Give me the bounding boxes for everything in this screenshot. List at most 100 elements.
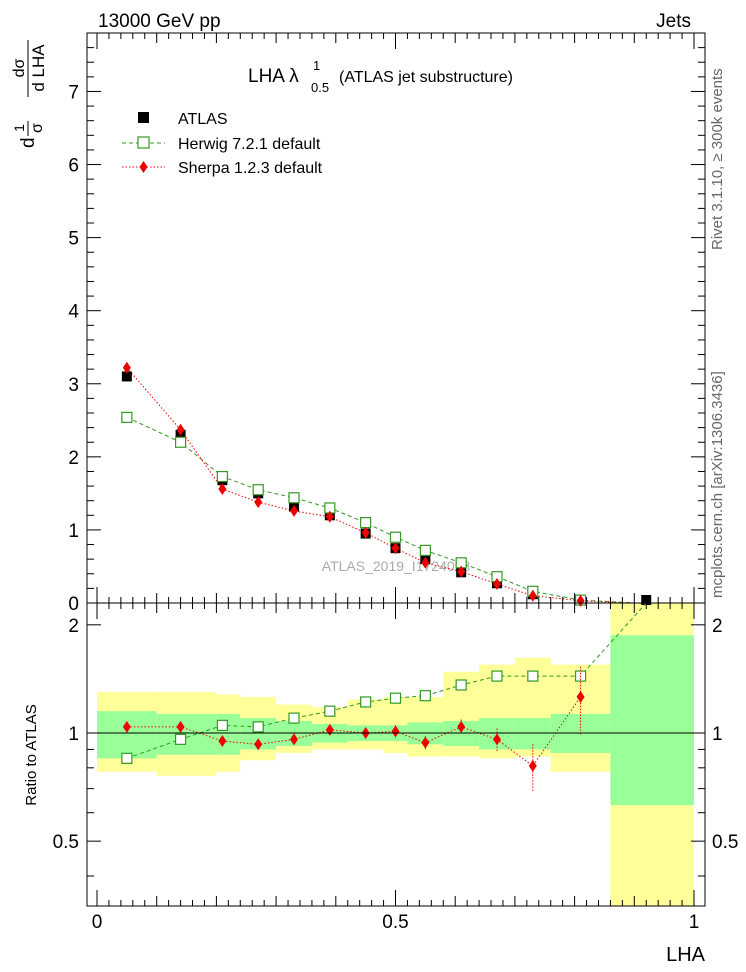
- top-y-tick-label: 6: [68, 156, 79, 177]
- sherpa-point: [576, 594, 585, 607]
- herwig-point: [216, 470, 228, 483]
- top-y-tick-label: 7: [68, 82, 79, 103]
- herwig-ratio-point: [252, 721, 264, 733]
- sherpa-point: [421, 556, 430, 569]
- band-inner-0: [97, 711, 157, 759]
- ratio-y-tick-label-left: 1: [68, 724, 79, 745]
- herwig-ratio-point: [389, 692, 402, 704]
- ylabel-d-prefix: d: [18, 137, 39, 148]
- band-inner-11: [514, 718, 551, 750]
- plot-title: LHA λ 1 0.5 (ATLAS jet substructure): [248, 58, 513, 95]
- top-ylabel: d 1 σ dσ d LHA: [11, 40, 48, 148]
- sherpa-ratio-point: [528, 759, 537, 772]
- ratio-y-tick-label-left: 0.5: [53, 832, 79, 853]
- ratio-ylabel: Ratio to ATLAS: [23, 704, 40, 805]
- band-outer-7: [383, 696, 408, 753]
- top-y-tick-label: 4: [68, 302, 79, 323]
- ratio-panel-series: [121, 602, 647, 791]
- legend-sherpa-marker: [139, 161, 148, 173]
- herwig-ratio-point: [360, 696, 372, 708]
- ratio-y-tick-label-right: 2: [712, 616, 723, 637]
- herwig-ratio-point: [216, 719, 228, 731]
- title-subscript: 0.5: [311, 80, 329, 95]
- ratio-y-tick-label-right: 0.5: [712, 832, 738, 853]
- x-tick-label: 1: [689, 912, 700, 933]
- sherpa-ratio-point: [492, 733, 501, 746]
- herwig-point: [419, 544, 431, 556]
- top-y-tick-label: 2: [68, 448, 79, 469]
- header-energy: 13000 GeV pp: [98, 11, 221, 32]
- ylabel-frac-den: σ: [29, 123, 46, 133]
- atlas-point: [121, 371, 132, 382]
- ratio-y-tick-label-right: 1: [712, 724, 723, 745]
- sherpa-ratio-point: [576, 690, 585, 703]
- legend-sherpa-label: Sherpa 1.2.3 default: [178, 160, 323, 177]
- herwig-point: [121, 411, 133, 423]
- herwig-ratio-point: [121, 752, 133, 764]
- x-tick-label: 0: [92, 912, 103, 933]
- sherpa-point: [290, 504, 299, 517]
- herwig-ratio-point: [288, 712, 300, 724]
- x-axis-label: LHA: [666, 944, 706, 966]
- sherpa-point: [492, 578, 501, 590]
- herwig-ratio-point: [174, 733, 187, 745]
- title-main: LHA λ: [248, 66, 299, 87]
- sherpa-point: [361, 526, 370, 539]
- ylabel-den: d LHA: [29, 44, 48, 92]
- rivet-version-text: Rivet 3.1.10, ≥ 300k events: [709, 68, 726, 250]
- sherpa-ratio-point: [391, 725, 400, 738]
- herwig-point: [252, 484, 264, 496]
- mcplots-text: mcplots.cern.ch [arXiv:1306.3436]: [709, 371, 726, 598]
- title-rest: (ATLAS jet substructure): [339, 69, 513, 86]
- legend: ATLAS Herwig 7.2.1 default Sherpa 1.2.3 …: [122, 111, 323, 177]
- sherpa-point: [528, 589, 537, 602]
- herwig-ratio-point: [324, 705, 336, 717]
- ratio-y-tick-label-left: 2: [68, 616, 79, 637]
- herwig-line: [126, 416, 635, 604]
- sherpa-ratio-point: [457, 720, 466, 733]
- ratio-uncertainty-bands: [97, 603, 694, 906]
- band-inner-13: [610, 635, 694, 806]
- ylabel-frac-num: 1: [11, 124, 27, 132]
- legend-herwig-marker: [137, 136, 150, 149]
- sherpa-ratio-point: [421, 736, 430, 749]
- herwig-ratio-point: [527, 670, 539, 682]
- sherpa-ratio-point: [290, 733, 299, 746]
- top-panel-series: [121, 361, 652, 607]
- herwig-point: [288, 492, 300, 504]
- band-inner-1: [156, 713, 217, 755]
- sherpa-ratio-point: [176, 720, 185, 733]
- legend-atlas-label: ATLAS: [178, 111, 228, 128]
- herwig-ratio-line: [126, 602, 647, 759]
- ylabel-num: dσ: [11, 58, 28, 77]
- top-y-tick-label: 1: [68, 521, 79, 542]
- herwig-ratio-point: [419, 690, 431, 702]
- band-outer-6: [347, 699, 384, 750]
- herwig-point: [174, 436, 187, 448]
- sherpa-point: [254, 496, 263, 509]
- header-process: Jets: [656, 11, 691, 32]
- sherpa-point: [457, 565, 466, 578]
- sherpa-ratio-point: [122, 720, 131, 733]
- top-y-tick-label: 0: [68, 594, 79, 615]
- axis-ticks: 0 1 2 3 4 5 6 7 0 0.5 1 0.5 0.5 1 1 2 2: [53, 33, 738, 933]
- sherpa-point: [218, 483, 227, 495]
- legend-herwig-label: Herwig 7.2.1 default: [178, 136, 321, 153]
- analysis-watermark: ATLAS_2019_I1724098: [322, 558, 471, 574]
- herwig-ratio-point: [455, 679, 467, 691]
- top-y-tick-label: 3: [68, 375, 79, 396]
- sherpa-ratio-point: [218, 734, 227, 747]
- herwig-ratio-point: [491, 670, 503, 682]
- title-superscript: 1: [313, 58, 320, 73]
- sherpa-ratio-point: [254, 738, 263, 751]
- sherpa-point: [325, 510, 334, 523]
- legend-atlas-marker: [138, 112, 149, 123]
- herwig-point: [360, 517, 372, 529]
- herwig-point: [389, 531, 402, 543]
- top-y-tick-label: 5: [68, 229, 79, 250]
- sherpa-point: [176, 423, 185, 436]
- sherpa-point: [122, 361, 131, 374]
- x-tick-label: 0.5: [382, 912, 408, 933]
- sherpa-point: [391, 542, 400, 555]
